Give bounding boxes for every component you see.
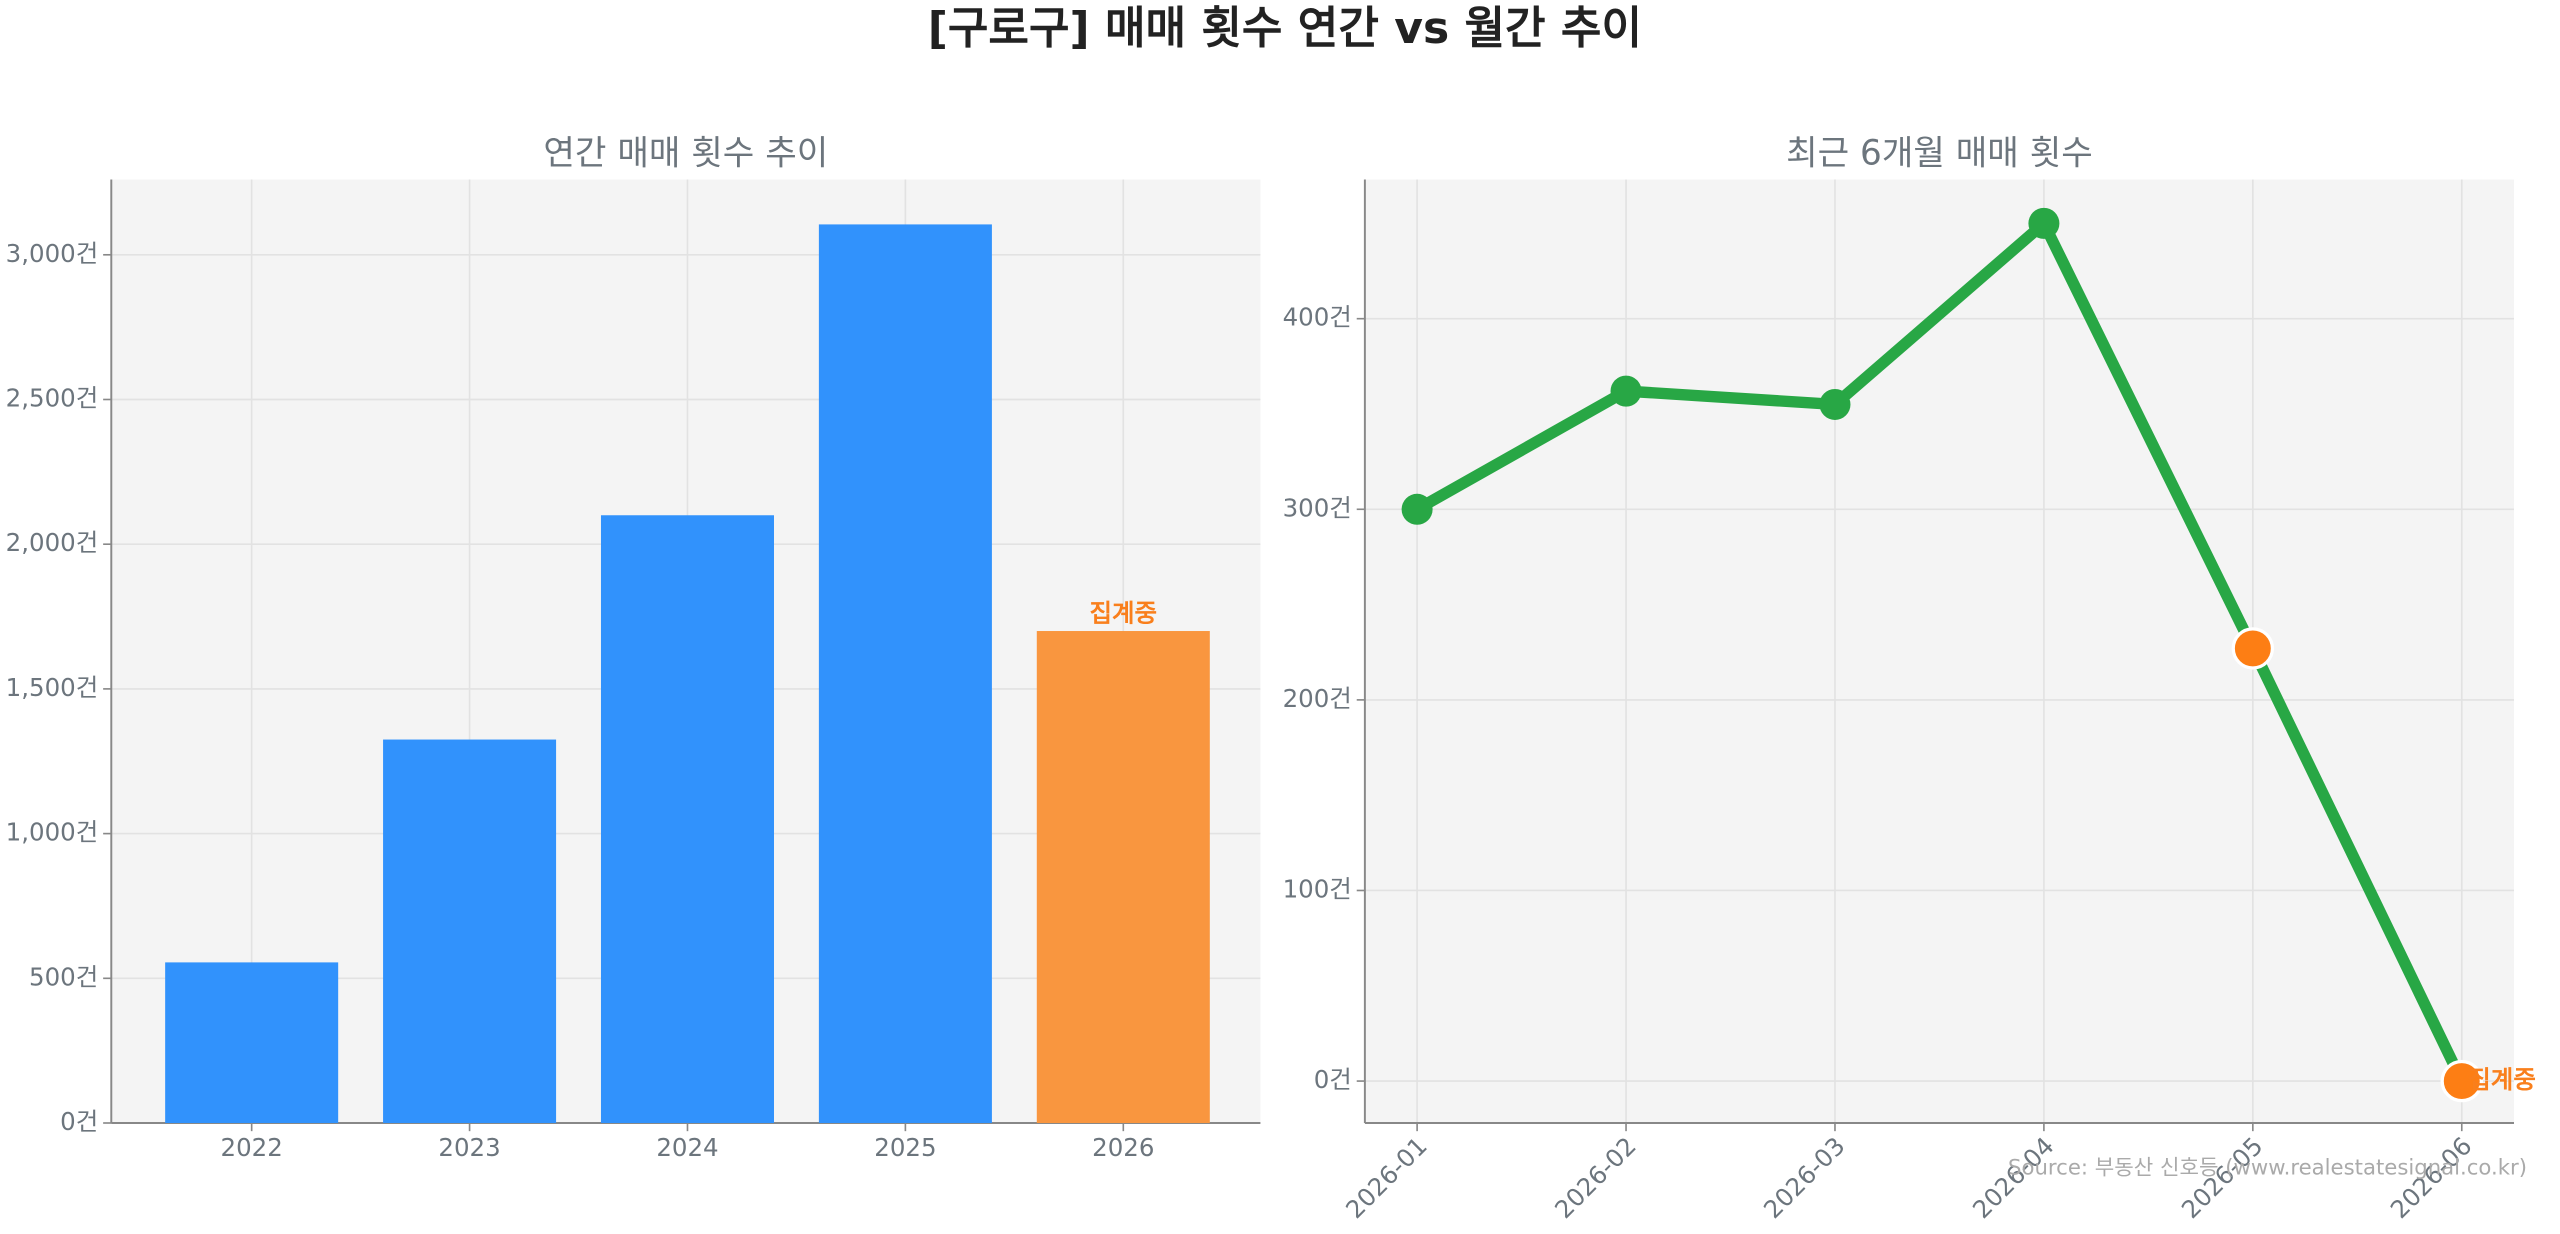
bar [165,962,339,1124]
y-tick-label: 0건 [60,1107,98,1136]
y-tick-label: 100건 [1283,874,1352,903]
source-note: Source: 부동산 신호등 (www.realestatesignal.co… [2008,1156,2527,1181]
y-tick-label: 400건 [1283,303,1352,332]
x-tick-label: 2025 [874,1133,936,1162]
y-tick-label: 3,000건 [6,239,99,268]
x-tick-label: 2026-01 [1340,1131,1433,1224]
y-tick-label: 2,000건 [6,528,99,557]
panel-title: 연간 매매 횟수 추이 [543,134,828,174]
panel-title: 최근 6개월 매매 횟수 [1786,134,2093,174]
y-tick-label: 300건 [1283,493,1352,522]
x-tick-label: 2026 [1092,1133,1154,1162]
bar [600,515,774,1124]
marker [2440,1059,2483,1103]
line [1414,217,2467,1084]
bar [1036,631,1210,1124]
x-tick-label: 2026-03 [1758,1131,1851,1224]
y-tick-label: 1,500건 [6,673,99,702]
bar [383,739,557,1124]
marker [1819,388,1851,420]
figure-title: [구로구] 매매 횟수 연간 vs 월간 추이 [928,3,1642,54]
x-tick-label: 2026-02 [1549,1131,1642,1224]
y-tick-label: 0건 [1314,1065,1352,1094]
y-tick-label: 2,500건 [6,383,99,412]
annotation: 집계중 [2468,1065,2536,1094]
marker [2028,207,2060,239]
marker [1401,493,1433,525]
y-tick-label: 200건 [1283,684,1352,713]
x-tick-label: 2022 [221,1133,283,1162]
marker [2231,627,2275,670]
x-tick-label: 2024 [656,1133,718,1162]
bar [818,224,992,1124]
plot-area [1364,179,2514,1124]
y-tick-label: 500건 [29,962,98,991]
marker [1610,375,1642,407]
x-tick-label: 2023 [438,1133,500,1162]
y-tick-label: 1,000건 [6,818,99,847]
annotation: 집계중 [1090,599,1158,628]
